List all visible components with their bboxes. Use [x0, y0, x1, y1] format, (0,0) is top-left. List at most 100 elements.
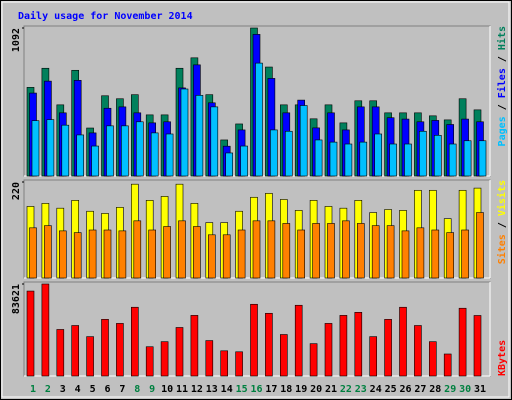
x-tick-label: 4 — [75, 384, 81, 395]
bar — [329, 141, 338, 177]
bar — [116, 323, 124, 377]
bar — [222, 234, 231, 279]
x-tick-label: 9 — [149, 384, 155, 395]
x-tick-label: 11 — [176, 384, 188, 395]
bar — [145, 346, 154, 377]
bar — [359, 141, 368, 177]
legend: Pages / Files / Hits — [496, 26, 508, 146]
bar — [270, 129, 278, 177]
bar — [354, 311, 363, 377]
bar — [118, 230, 127, 279]
x-tick-label: 1 — [30, 384, 36, 395]
bar — [180, 88, 189, 177]
x-tick-label: 14 — [221, 384, 233, 395]
x-tick-label: 8 — [134, 384, 140, 395]
bar — [374, 133, 383, 177]
legend-entry: / — [497, 216, 508, 234]
x-tick-label: 29 — [444, 384, 456, 395]
y-tick-label: 220 — [11, 182, 22, 200]
x-tick-label: 25 — [385, 384, 397, 395]
bar — [344, 143, 353, 177]
bar — [371, 225, 380, 279]
x-tick-label: 18 — [280, 384, 292, 395]
bar — [106, 125, 114, 177]
x-tick-label: 23 — [355, 384, 367, 395]
bar — [160, 341, 169, 377]
bar — [314, 139, 323, 177]
legend-entry: / — [497, 50, 508, 68]
x-tick-label: 2 — [45, 384, 51, 395]
bar — [121, 125, 129, 177]
legend-entry: / — [497, 98, 508, 116]
bar — [356, 223, 365, 279]
bar — [58, 230, 67, 279]
bar — [205, 340, 214, 377]
legend-entry: Sites — [496, 234, 508, 264]
bar — [386, 225, 395, 279]
x-tick-label: 16 — [250, 384, 262, 395]
bar — [252, 220, 261, 279]
bar — [178, 220, 186, 279]
bar — [235, 351, 243, 377]
bar — [163, 226, 171, 279]
bar — [389, 143, 397, 177]
bar — [240, 145, 248, 177]
bar — [461, 229, 469, 279]
bar — [175, 327, 184, 377]
x-tick-label: 12 — [191, 384, 203, 395]
bar — [136, 121, 144, 177]
bar — [299, 105, 308, 177]
bar — [61, 124, 70, 177]
x-tick-label: 22 — [340, 384, 352, 395]
bar — [56, 329, 65, 377]
bar — [384, 319, 392, 377]
bar — [339, 315, 348, 377]
x-tick-label: 20 — [310, 384, 322, 395]
bar — [294, 304, 303, 377]
bar — [165, 133, 174, 177]
x-tick-label: 5 — [90, 384, 96, 395]
x-tick-label: 7 — [119, 384, 125, 395]
bar — [312, 223, 320, 279]
legend: KBytes — [497, 340, 508, 376]
bar — [46, 119, 55, 177]
bar — [478, 140, 487, 177]
bar — [210, 106, 219, 177]
bar — [369, 336, 378, 377]
bar — [148, 229, 156, 279]
bar — [401, 230, 410, 279]
bar — [193, 226, 201, 279]
bar — [255, 62, 263, 177]
bar — [458, 307, 467, 377]
bar — [208, 234, 216, 279]
bar — [431, 229, 440, 279]
bar — [433, 135, 442, 177]
legend-entry: Hits — [496, 26, 508, 50]
bar — [342, 220, 350, 279]
bar — [41, 283, 50, 377]
legend-entry: Files — [496, 68, 508, 98]
bar — [88, 229, 97, 279]
y-tick-label: 1092 — [11, 28, 22, 52]
bar — [195, 95, 204, 177]
bar — [324, 323, 333, 377]
y-tick-label: 83621 — [11, 284, 22, 314]
x-tick-label: 19 — [295, 384, 307, 395]
x-tick-label: 31 — [474, 384, 486, 395]
bar — [416, 227, 425, 279]
bar — [419, 130, 427, 177]
x-tick-label: 26 — [399, 384, 411, 395]
bar — [31, 120, 40, 177]
bar — [91, 145, 99, 177]
bar — [26, 290, 35, 377]
bar — [428, 341, 437, 377]
x-tick-label: 24 — [370, 384, 382, 395]
bar — [443, 353, 452, 377]
bar — [327, 223, 335, 279]
chart-title: Daily usage for November 2014 — [18, 10, 193, 22]
bar — [279, 334, 288, 377]
bar — [446, 232, 455, 279]
bar — [404, 143, 412, 177]
bar — [101, 319, 109, 377]
